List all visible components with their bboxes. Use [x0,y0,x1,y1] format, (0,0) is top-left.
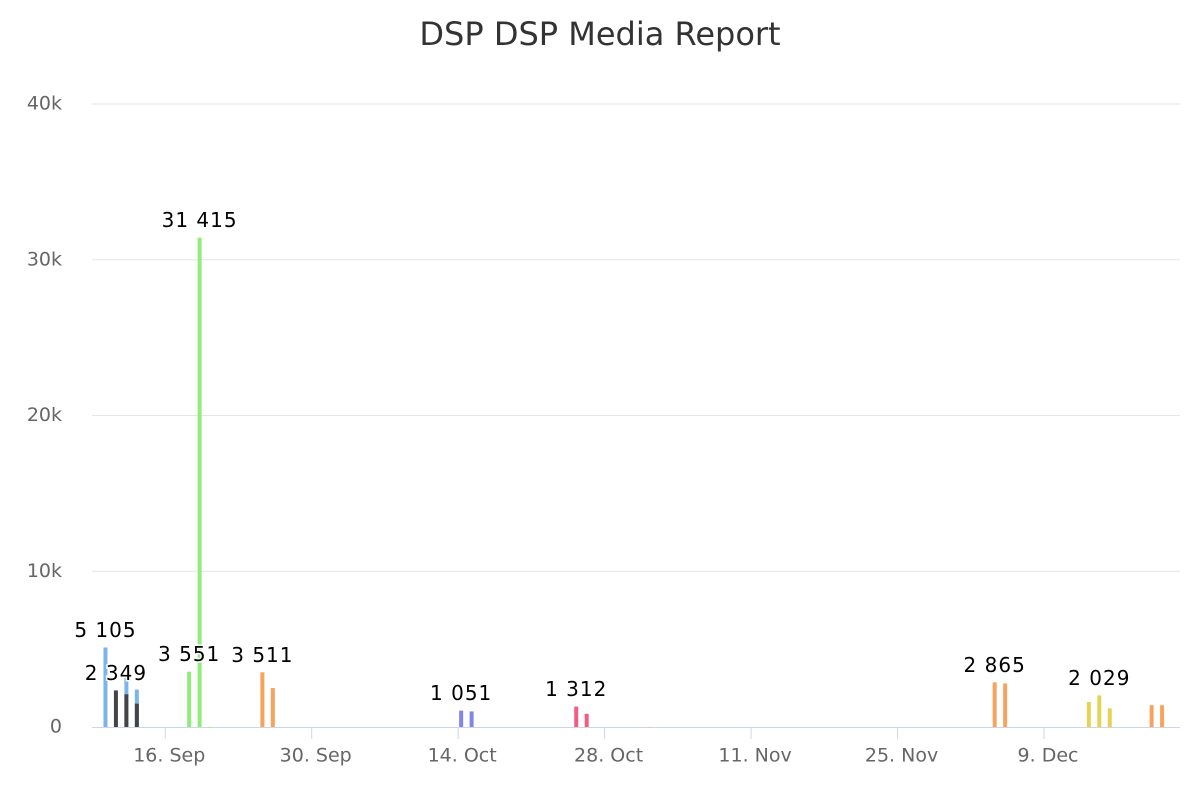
x-tick-label: 11. Nov [718,745,791,767]
bar [134,703,139,727]
bar [1003,683,1008,727]
bar [1107,708,1112,727]
x-tick-label: 14. Oct [428,745,497,767]
bar [469,711,474,727]
bar [1097,695,1102,727]
bar [1149,705,1154,727]
bar [584,713,589,727]
bar [459,710,464,727]
x-tick-label: 9. Dec [1018,745,1079,767]
bar [574,706,579,727]
data-label: 1 051 [430,681,492,705]
bar [208,726,213,728]
bar [992,682,997,727]
data-label: 2 349 [85,661,147,685]
y-tick-label: 20k [27,404,62,426]
bar [197,237,202,728]
bar [124,694,129,727]
bar [1160,705,1165,727]
x-tick-label: 25. Nov [865,745,938,767]
bar [647,726,652,728]
y-tick-label: 10k [27,560,62,582]
x-tick-label: 16. Sep [133,745,205,767]
data-label: 3 511 [231,643,293,667]
data-label: 5 105 [74,618,136,642]
bar [1086,702,1091,727]
x-tick-label: 30. Sep [280,745,352,767]
chart-title: DSP DSP Media Report [419,15,780,53]
data-label: 31 415 [162,208,238,232]
bar [187,671,192,727]
y-tick-label: 40k [27,93,62,115]
y-tick-label: 30k [27,248,62,270]
data-label: 3 551 [158,642,220,666]
bar [270,688,275,727]
x-tick-label: 28. Oct [574,745,643,767]
data-label: 2 865 [964,653,1026,677]
bar [260,672,265,727]
data-label: 1 312 [545,677,607,701]
bar [103,647,108,727]
bar [113,690,118,727]
y-tick-label: 0 [50,716,62,738]
data-label: 2 029 [1068,666,1130,690]
